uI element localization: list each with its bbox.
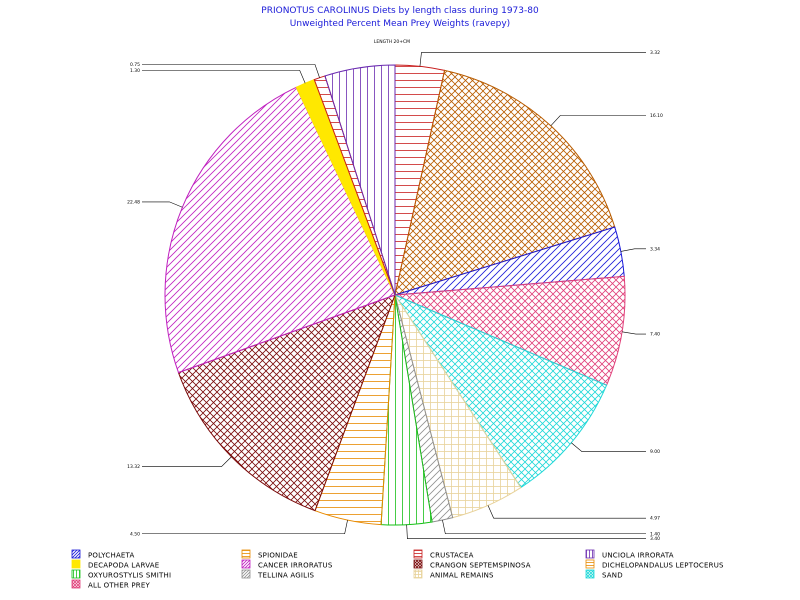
legend-swatch [413,549,423,559]
legend-label: POLYCHAETA [88,552,134,560]
legend-swatch [413,569,423,579]
chart-title: PRIONOTUS CAROLINUS Diets by length clas… [261,6,539,16]
legend-item: DICHELOPANDALUS LEPTOCERUS [585,559,724,570]
legend-item: OXYUROSTYLIS SMITHI [71,569,171,580]
legend-label: CRANGON SEPTEMSPINOSA [430,562,531,570]
slice-value-label: 0.75 [130,62,140,68]
pie-slice-sand-4 [393,293,608,489]
slice-leader-line [620,248,646,252]
slice-leader-line [142,70,306,84]
legend-label: DECAPODA LARVAE [88,562,159,570]
slice-leader-line [550,115,646,126]
legend-swatch [71,549,81,559]
pie-slice-unciola-irrorata-13 [324,64,396,296]
legend-label: SAND [602,572,623,580]
slice-leader-line [406,524,646,539]
slice-value-label: 7.40 [650,332,660,338]
slice-leader-line [621,331,646,335]
length-class-label: LENGTH 20+CM [374,39,410,45]
legend-item: POLYCHAETA [71,549,134,560]
slice-leader-line [142,201,183,208]
legend-label: CANCER IRRORATUS [258,562,333,570]
legend-label: OXYUROSTYLIS SMITHI [88,572,171,580]
legend-item: UNCIOLA IRRORATA [585,549,674,560]
legend-label: UNCIOLA IRRORATA [602,552,674,560]
legend-swatch [241,569,251,579]
legend-swatch [241,559,251,569]
slice-value-label: 4.97 [650,516,660,522]
slice-value-label: 3.40 [650,536,660,542]
legend: POLYCHAETA SPIONIDAE CRUSTACEA UNCIOLA IRRO… [71,549,724,590]
pie-slice-crangon-septemspinosa-9 [177,294,396,512]
legend-item: SPIONIDAE [241,549,298,560]
legend-label: DICHELOPANDALUS LEPTOCERUS [602,562,724,570]
slice-value-label: 16.10 [650,113,663,119]
legend-swatch [71,559,81,569]
legend-swatch [71,569,81,579]
legend-swatch [413,559,423,569]
legend-swatch [241,549,251,559]
legend-item: CANCER IRRORATUS [241,559,333,570]
pie-slice-all-other-prey-3 [394,275,626,386]
legend-label: CRUSTACEA [430,552,474,560]
legend-item: ANIMAL REMAINS [413,569,494,580]
pie-slice-decapoda-larvae-10 [164,86,396,374]
slice-value-label: 1.40 [650,531,660,537]
legend-swatch [71,579,81,589]
legend-label: ANIMAL REMAINS [430,572,494,580]
slice-labels: 3.32 16.10 3.34 7.40 9.00 4.97 1.403.40 4.50 13.… [127,50,663,542]
slice-value-label: 3.34 [650,246,660,252]
legend-item: ALL OTHER PREY [71,579,150,590]
slice-value-label: 3.32 [650,50,660,56]
legend-swatch [585,549,595,559]
slice-leader-line [442,519,646,535]
slice-value-label: 4.50 [130,531,140,537]
slice-value-label: 13.32 [127,464,140,470]
slice-value-label: 9.00 [650,449,660,455]
slice-leader-line [571,442,646,453]
legend-label: TELLINA AGILIS [257,572,315,580]
slice-leader-line [487,505,646,519]
pie-slices [164,64,626,526]
legend-item: SAND [585,569,623,580]
legend-item: DECAPODA LARVAE [71,559,159,570]
legend-item: CRUSTACEA [413,549,474,560]
chart-subtitle: Unweighted Percent Mean Prey Weights (ra… [290,19,510,29]
legend-swatch [585,569,595,579]
slice-leader-line [142,64,320,78]
legend-swatch [585,559,595,569]
slice-value-label: 22.48 [127,199,140,205]
legend-label: SPIONIDAE [258,552,298,560]
slice-value-label: 1.30 [130,68,140,74]
legend-label: ALL OTHER PREY [88,582,150,590]
slice-leader-line [142,456,232,467]
legend-item: TELLINA AGILIS [241,569,315,580]
legend-item: CRANGON SEPTEMSPINOSA [413,559,531,570]
slice-leader-line [142,519,348,535]
slice-leader-line [419,52,646,67]
